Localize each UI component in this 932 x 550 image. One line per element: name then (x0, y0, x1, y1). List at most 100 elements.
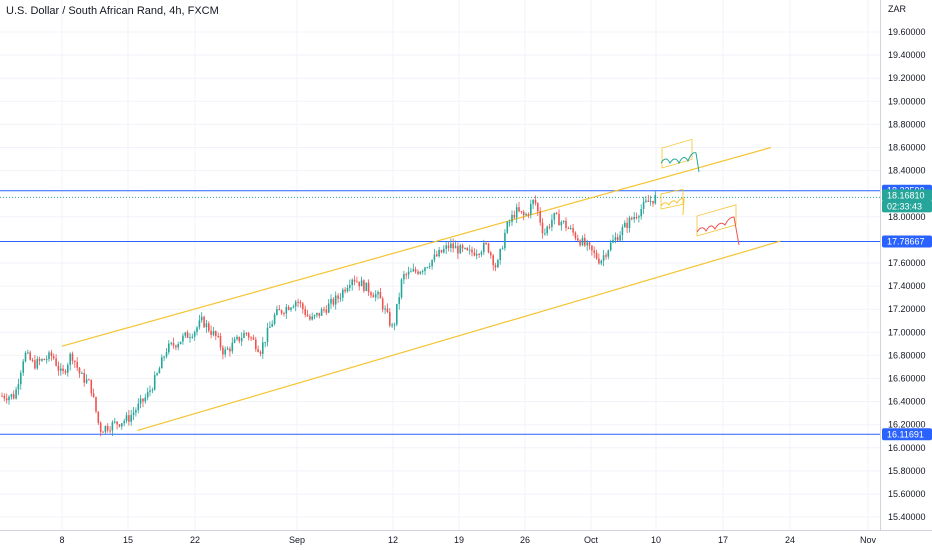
candle-body (471, 249, 473, 253)
projection-sketches[interactable] (660, 138, 740, 246)
candle-body (654, 194, 657, 204)
candle-body (88, 379, 90, 381)
channel-lower-line[interactable] (137, 240, 781, 432)
candle-body (55, 358, 57, 366)
candle-body (158, 368, 161, 374)
price-channel[interactable] (61, 146, 781, 432)
candle-body (541, 222, 544, 234)
candle-body (414, 269, 417, 272)
projection-path[interactable] (696, 216, 740, 246)
candle-body (506, 221, 509, 233)
candle-body (424, 267, 426, 272)
candle-body (593, 250, 595, 253)
candle-body (208, 323, 210, 331)
candle-body (34, 360, 36, 369)
candle-body (485, 243, 487, 245)
candle-body (400, 279, 403, 298)
projection-box[interactable] (661, 138, 693, 169)
candle-body (175, 345, 177, 348)
candle-body (168, 343, 170, 353)
time-axis[interactable]: 8 15 22 Sep 12 19 26 Oct 10 17 24 Nov (0, 530, 932, 546)
candle-body (250, 337, 252, 339)
candle-body (102, 431, 104, 433)
candle-body (266, 327, 269, 343)
projection-path[interactable] (660, 152, 700, 173)
time-tick-label: Nov (860, 535, 877, 545)
candle-body (513, 214, 516, 218)
price-tick-label: 15.60000 (888, 489, 926, 499)
candle-body (499, 248, 501, 261)
candle-body (459, 245, 462, 254)
candle-body (10, 394, 13, 397)
candle-body (398, 297, 400, 304)
candle-body (262, 342, 264, 354)
candle-body (518, 207, 520, 212)
candle-body (8, 396, 10, 401)
price-tick-label: 17.60000 (888, 258, 926, 268)
time-tick-label: 26 (520, 535, 530, 545)
candle-body (27, 352, 29, 354)
time-tick-label: 15 (123, 535, 133, 545)
candle-body (323, 309, 325, 311)
price-tick-label: 17.20000 (888, 304, 926, 314)
candle-body (128, 415, 130, 422)
candle-body (468, 249, 471, 251)
candle-body (586, 242, 588, 246)
candle-body (372, 295, 375, 298)
candle-body (182, 335, 184, 342)
candle-body (179, 341, 182, 345)
price-tag (882, 235, 932, 248)
candle-body (318, 312, 321, 316)
candle-body (389, 311, 391, 326)
candle-body (628, 217, 631, 229)
price-tag-label: 17.78667 (887, 236, 925, 246)
candle-body (370, 292, 372, 296)
candle-body (45, 359, 48, 361)
candle-body (548, 226, 551, 228)
candle-body (551, 219, 553, 228)
time-tick-label: 17 (718, 535, 728, 545)
candle-body (320, 309, 323, 316)
candle-body (130, 415, 132, 422)
price-tick-label: 15.80000 (888, 466, 926, 476)
candle-body (490, 252, 492, 256)
candle-body (555, 212, 558, 214)
candle-body (255, 339, 257, 350)
candle-body (530, 204, 532, 215)
candle-body (546, 226, 548, 234)
projection-box[interactable] (660, 188, 684, 210)
candle-body (146, 392, 149, 398)
candle-body (607, 250, 610, 257)
candle-body (196, 327, 198, 332)
candle-body (381, 298, 384, 310)
candle-body (170, 342, 172, 344)
time-tick-label: 10 (651, 535, 661, 545)
candle-body (85, 379, 88, 383)
price-tick-label: 17.40000 (888, 281, 926, 291)
candle-body (426, 267, 429, 269)
candle-body (478, 254, 480, 256)
projection-path[interactable] (660, 198, 685, 216)
candle-body (534, 199, 537, 204)
horizontal-levels (0, 190, 880, 435)
candle-body (579, 240, 581, 246)
candle-body (391, 324, 393, 326)
candle-body (612, 239, 614, 243)
candle-body (567, 228, 570, 230)
candle-body (191, 336, 194, 338)
price-axis[interactable]: ZAR 19.60000 19.40000 19.20000 19.00000 18.80… (880, 0, 932, 550)
price-tick-label: 15.40000 (888, 512, 926, 522)
projection-box[interactable] (696, 204, 737, 237)
candle-body (384, 308, 386, 310)
candle-body (247, 333, 250, 338)
candle-body (294, 301, 297, 307)
channel-upper-line[interactable] (61, 146, 772, 347)
candle-body (290, 307, 292, 310)
candle-body (200, 316, 203, 321)
price-tag (882, 189, 932, 202)
candle-body (436, 254, 438, 257)
candles (1, 191, 657, 437)
price-tick-label: 16.20000 (888, 420, 926, 430)
